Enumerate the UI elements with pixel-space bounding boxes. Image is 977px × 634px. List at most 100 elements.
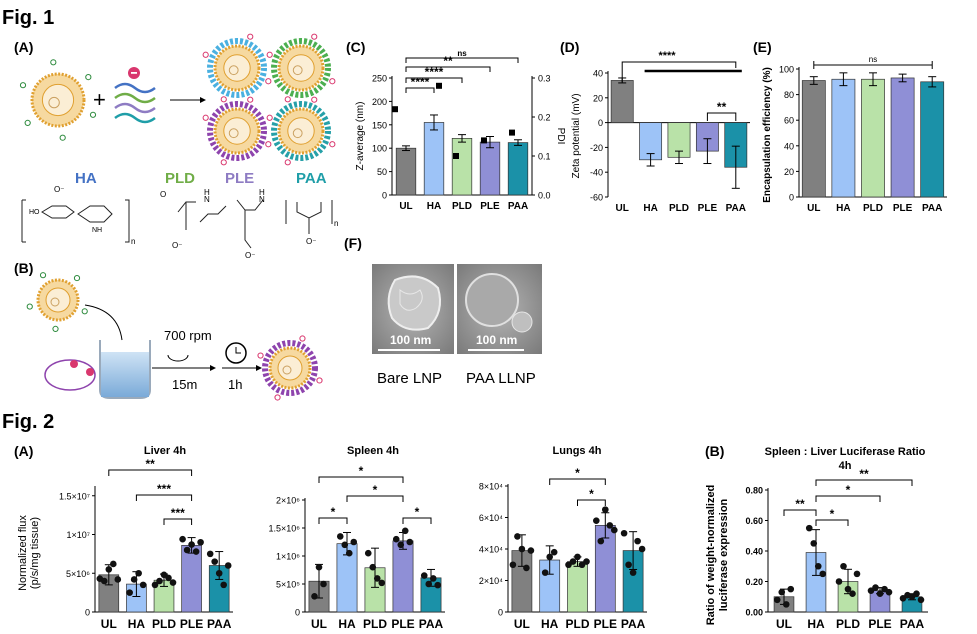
charge-icon [257, 352, 264, 359]
bar-pld [861, 78, 885, 198]
struct-n-ha: n [131, 237, 135, 246]
lnp-core [277, 355, 303, 381]
significance-label: ** [717, 100, 727, 114]
x-tick-label: PLD [152, 617, 176, 631]
chemical-structures [21, 199, 333, 249]
data-point [350, 538, 358, 546]
lnp-core [41, 83, 75, 117]
x-tick-label: PAA [726, 203, 746, 214]
pdi-marker [436, 82, 442, 89]
x-tick-label: PLD [363, 617, 387, 631]
chart-title: Lungs 4h [553, 445, 602, 457]
scale-bar-paa: 100 nm [476, 333, 517, 347]
x-tick-label: PAA [508, 201, 528, 212]
data-point [320, 580, 327, 588]
data-point [392, 535, 400, 543]
charge-icon [202, 51, 209, 58]
struct-h-ple: H [259, 188, 265, 197]
significance-label: * [415, 505, 420, 519]
ratio-ylabel-2: luciferase expression [718, 498, 730, 611]
fig1-title: Fig. 1 [2, 7, 54, 29]
clock-icon [225, 342, 247, 364]
data-point [401, 527, 409, 535]
mrna-icon [282, 365, 292, 375]
significance-bracket [346, 495, 404, 502]
charge-icon [59, 134, 66, 141]
x-tick-label: HA [807, 617, 825, 631]
flux-ylabel-2: (p/s/mg tissue) [29, 517, 41, 589]
y-tick-label: -40 [590, 168, 603, 178]
data-point [773, 596, 781, 604]
data-point [602, 506, 609, 513]
rotation-icon [167, 354, 189, 362]
chart-title-sub: 4h [839, 460, 852, 472]
polymer-coat [271, 101, 331, 161]
tem-image-bare [372, 264, 454, 354]
data-point [550, 548, 558, 556]
x-tick-label: PLD [836, 617, 860, 631]
chart-title: Liver 4h [144, 445, 186, 457]
significance-bracket [815, 519, 849, 526]
data-point [139, 581, 147, 589]
bar-ple [181, 544, 202, 613]
data-point [514, 533, 521, 540]
data-point [527, 547, 535, 554]
significance-bracket [405, 87, 435, 93]
significance-label: *** [157, 482, 171, 496]
charge-icon [26, 303, 33, 310]
charge-icon [85, 73, 92, 81]
chart-z-average: 0 50 100 150 200 250 UL HA PLD PLE PAA 0.0 0.1 0.2 0.3… [355, 49, 566, 212]
x-tick-label: HA [643, 203, 657, 214]
significance-label: * [331, 505, 336, 519]
fig2-panel-a-label: (A) [14, 443, 33, 459]
significance-label: * [359, 464, 364, 478]
data-point [917, 596, 925, 604]
x-tick-label: HA [128, 617, 146, 631]
data-point [593, 517, 600, 524]
y-tick-label: 200 [372, 97, 387, 107]
x-tick-label: PLE [480, 201, 500, 212]
y-tick-label: 0.20 [745, 577, 763, 587]
x-tick-label: PLD [452, 201, 472, 212]
x-tick-label: PLE [391, 617, 414, 631]
significance-bracket [621, 61, 737, 82]
significance-label: * [589, 487, 594, 501]
data-point [151, 581, 159, 589]
significance-label: *** [171, 506, 185, 520]
x-tick-label: PAA [900, 617, 925, 631]
mrna-icon [48, 96, 60, 109]
polymer-coat [207, 101, 267, 161]
fig2-panel-b-label: (B) [705, 443, 724, 459]
tem-image-paa [457, 264, 542, 354]
pdi-marker [509, 129, 515, 136]
chart-liver: Liver 4h 0 5×10⁶ 1×10⁷ 1.5×10⁷ UL HA PLD PLE PAA *… [59, 445, 233, 631]
charge-icon [265, 78, 272, 85]
struct-o-minus-ple: O⁻ [245, 251, 255, 260]
struct-o-minus-paa: O⁻ [306, 237, 316, 246]
y-tick-label: 1×10⁶ [276, 552, 300, 562]
mrna-icon [292, 65, 303, 76]
data-point [345, 549, 353, 557]
data-point [518, 545, 526, 553]
polymer-label-pld: PLD [165, 170, 195, 187]
charge-icon [81, 308, 88, 315]
significance-label: ns [869, 55, 877, 64]
data-point [406, 538, 414, 546]
polymer-strands-icon [114, 67, 156, 124]
data-point [364, 549, 372, 557]
polymer-coat [207, 38, 267, 98]
y-tick-label: 2×10⁴ [479, 576, 503, 586]
chart-spleen-liver-ratio: Spleen : Liver Luciferase Ratio 4h 0.00 0.2… [745, 446, 928, 631]
y2-axis-label: PDI [555, 128, 566, 145]
data-point [429, 575, 437, 582]
data-point [629, 569, 637, 576]
significance-label: ** [795, 497, 805, 511]
data-point [853, 570, 861, 578]
bar-ple [392, 540, 414, 613]
struct-n-ple: N [259, 195, 265, 204]
mrna-icon [50, 297, 60, 307]
lnp-core [45, 287, 71, 313]
data-point [311, 593, 318, 600]
significance-bracket [163, 518, 193, 525]
